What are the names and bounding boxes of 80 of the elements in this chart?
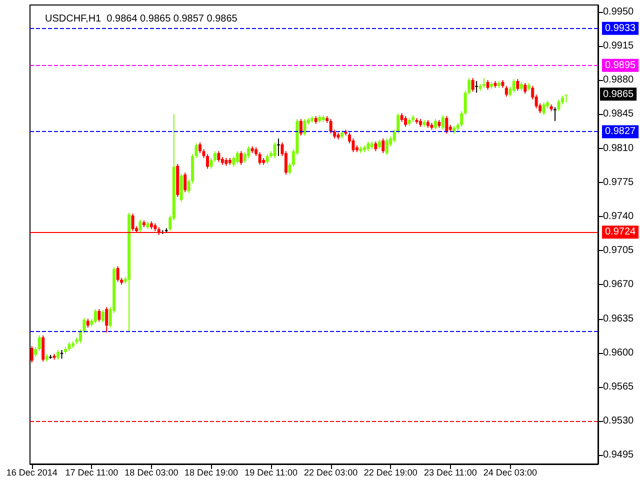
ref-line-label: 0.9895 — [605, 60, 636, 71]
candlestick — [504, 85, 508, 98]
candlestick — [198, 142, 202, 154]
candlestick — [482, 78, 486, 88]
y-tick-label: 0.9880 — [603, 74, 634, 86]
candlestick — [564, 94, 568, 103]
ref-line-label: 0.9933 — [605, 22, 636, 34]
candlestick — [194, 142, 198, 158]
candlestick — [554, 106, 557, 122]
y-tick-label: 0.9775 — [603, 176, 634, 188]
candlestick — [240, 150, 243, 166]
candlestick — [232, 156, 236, 168]
candlestick — [434, 118, 437, 130]
y-tick-label: 0.9915 — [603, 40, 634, 52]
candlestick — [329, 118, 332, 134]
candlestick — [460, 110, 464, 128]
candlestick — [184, 172, 187, 193]
candlestick — [266, 154, 269, 164]
annotation: 0.9865 — [603, 89, 634, 100]
candlestick — [210, 158, 213, 170]
candlestick — [213, 150, 216, 162]
y-tick-label: 0.9810 — [603, 142, 634, 154]
candlestick — [56, 349, 60, 360]
candlestick — [217, 150, 220, 162]
y-tick-label: 0.9565 — [603, 382, 634, 393]
candlestick — [441, 114, 444, 130]
candlestick — [471, 78, 474, 92]
candlestick — [374, 140, 378, 152]
y-tick-label: 0.9635 — [603, 313, 634, 324]
candlestick — [557, 99, 560, 112]
candlestick — [105, 306, 108, 333]
candlestick — [98, 308, 101, 322]
x-tick-label: 16 Dec 2014 — [6, 468, 58, 478]
candlestick — [258, 152, 262, 166]
candlestick — [138, 218, 142, 233]
y-tick-label: 0.9845 — [603, 108, 634, 120]
ref-line-label: 0.9724 — [605, 226, 636, 238]
y-tick-label: 0.9670 — [603, 279, 634, 290]
candlestick — [475, 80, 478, 94]
candlestick — [303, 118, 306, 136]
candlestick — [273, 142, 276, 158]
candlestick — [512, 78, 516, 94]
candlestick — [34, 346, 38, 358]
y-tick-label: 0.9705 — [603, 245, 634, 256]
candlestick — [101, 310, 104, 324]
candlestick — [366, 140, 370, 152]
candlestick — [385, 138, 388, 156]
candlestick — [30, 346, 34, 364]
y-tick-label: 0.9950 — [603, 6, 634, 18]
candlestick — [277, 138, 280, 157]
y-tick-label: 0.9740 — [603, 210, 634, 222]
candlestick — [116, 266, 120, 282]
candlestick — [516, 78, 520, 92]
ref-line-label: 0.9827 — [605, 126, 636, 138]
candlestick — [382, 138, 385, 154]
text: USDCHF,H1 0.9864 0.9865 0.9857 0.9865 — [45, 14, 238, 24]
candlestick — [60, 349, 64, 360]
candlestick — [404, 116, 408, 128]
x-tick-label: 18 Dec 19:00 — [184, 468, 238, 478]
candlestick — [42, 334, 45, 362]
candlestick — [299, 118, 302, 136]
candlestick — [38, 334, 41, 352]
candlestick — [94, 308, 97, 324]
candlestick — [486, 80, 490, 90]
x-tick-label: 22 Dec 03:00 — [304, 468, 358, 478]
candlestick — [378, 138, 381, 150]
y-tick-label: 0.9530 — [603, 416, 634, 427]
candlestick — [288, 162, 292, 176]
candlestick — [236, 150, 239, 164]
x-tick-label: 24 Dec 03:00 — [483, 468, 537, 478]
candlestick — [445, 116, 448, 134]
y-tick-label: 0.9495 — [603, 450, 634, 461]
x-tick-label: 23 Dec 11:00 — [424, 468, 477, 478]
y-tick-label: 0.9600 — [603, 347, 634, 358]
x-tick-label: 17 Dec 11:00 — [65, 468, 118, 478]
candlestick — [542, 102, 546, 116]
candlestick — [524, 82, 527, 94]
x-tick-label: 22 Dec 19:00 — [364, 468, 418, 478]
x-tick-label: 18 Dec 03:00 — [124, 468, 178, 478]
x-tick-label: 19 Dec 11:00 — [244, 468, 298, 478]
